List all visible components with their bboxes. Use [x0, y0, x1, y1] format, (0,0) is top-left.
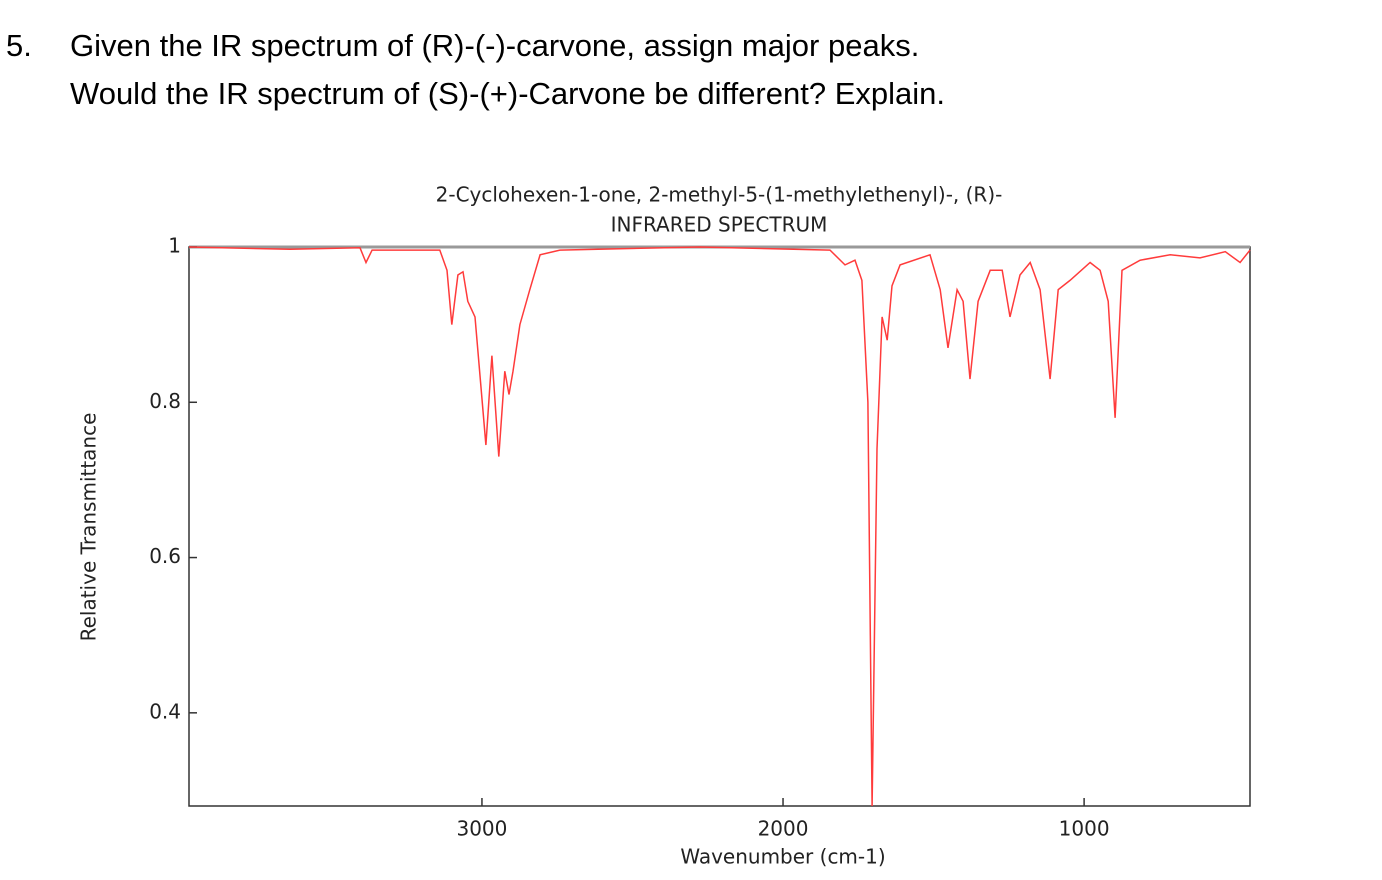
y-tick-label: 0.4 [149, 699, 181, 723]
question-line: Given the IR spectrum of (R)-(-)-carvone… [70, 28, 920, 63]
x-tick-label: 2000 [758, 817, 809, 841]
plot-frame [188, 246, 1251, 807]
chart-subtitle: INFRARED SPECTRUM [611, 213, 828, 237]
x-tick-label: 3000 [456, 817, 507, 841]
y-tick-label: 1 [168, 234, 181, 258]
spectrum-line [188, 246, 1251, 807]
y-tick-label: 0.8 [149, 389, 181, 413]
question-number: 5. [6, 28, 32, 63]
y-axis-label: Relative Transmittance [77, 413, 101, 642]
chart-title: 2-Cyclohexen-1-one, 2-methyl-5-(1-methyl… [436, 183, 1003, 207]
x-tick-label: 1000 [1059, 817, 1110, 841]
x-axis-label: Wavenumber (cm-1) [680, 845, 885, 869]
question-line: Would the IR spectrum of (S)-(+)-Carvone… [70, 76, 945, 111]
y-tick-label: 0.6 [149, 544, 181, 568]
